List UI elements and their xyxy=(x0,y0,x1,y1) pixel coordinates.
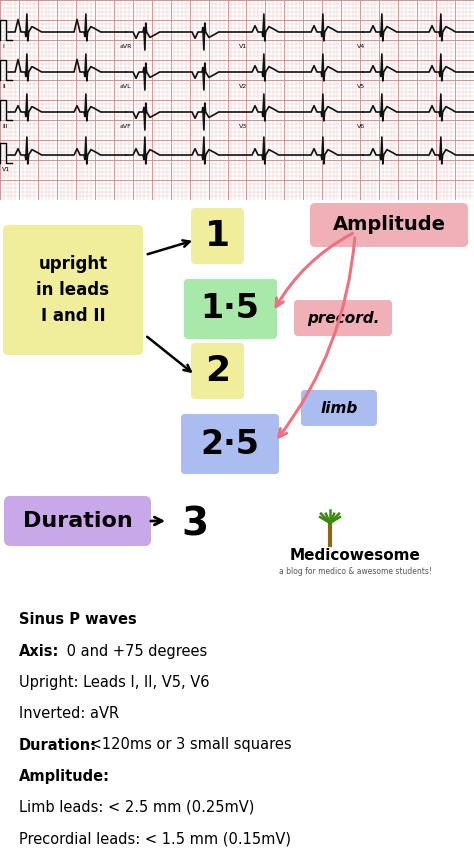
Text: Upright: Leads I, II, V5, V6: Upright: Leads I, II, V5, V6 xyxy=(19,675,210,690)
Text: Sinus P waves: Sinus P waves xyxy=(19,613,137,627)
Text: 3: 3 xyxy=(182,505,209,543)
Text: Duration:: Duration: xyxy=(19,738,97,752)
Text: limb: limb xyxy=(320,400,357,416)
Text: Inverted: aVR: Inverted: aVR xyxy=(19,706,119,722)
Text: I: I xyxy=(2,44,4,49)
Text: <120ms or 3 small squares: <120ms or 3 small squares xyxy=(85,738,292,752)
Text: Precordial leads: < 1.5 mm (0.15mV): Precordial leads: < 1.5 mm (0.15mV) xyxy=(19,831,291,847)
Text: 2·5: 2·5 xyxy=(201,428,259,461)
Text: 2: 2 xyxy=(205,354,230,388)
Text: upright
in leads
I and II: upright in leads I and II xyxy=(36,255,109,326)
FancyBboxPatch shape xyxy=(310,203,468,247)
Text: aVF: aVF xyxy=(120,124,132,129)
FancyBboxPatch shape xyxy=(294,300,392,336)
Text: a blog for medico & awesome students!: a blog for medico & awesome students! xyxy=(279,568,431,576)
Text: V6: V6 xyxy=(357,124,365,129)
Text: Amplitude: Amplitude xyxy=(332,216,446,235)
Text: 1·5: 1·5 xyxy=(201,292,259,326)
Text: 1: 1 xyxy=(205,219,230,253)
Text: V3: V3 xyxy=(239,124,247,129)
FancyBboxPatch shape xyxy=(3,225,143,355)
Text: Amplitude:: Amplitude: xyxy=(19,768,110,784)
Text: V4: V4 xyxy=(357,44,365,49)
Text: III: III xyxy=(2,124,8,129)
Text: Medicowesome: Medicowesome xyxy=(290,548,420,564)
FancyBboxPatch shape xyxy=(4,496,151,546)
Text: Limb leads: < 2.5 mm (0.25mV): Limb leads: < 2.5 mm (0.25mV) xyxy=(19,800,254,815)
FancyBboxPatch shape xyxy=(184,279,277,339)
Text: Axis:: Axis: xyxy=(19,643,59,659)
Text: Duration: Duration xyxy=(23,511,133,531)
FancyBboxPatch shape xyxy=(181,414,279,474)
Text: V1: V1 xyxy=(239,44,247,49)
FancyBboxPatch shape xyxy=(301,390,377,426)
FancyBboxPatch shape xyxy=(191,343,244,399)
Text: V1: V1 xyxy=(2,167,10,172)
Text: precord.: precord. xyxy=(307,310,379,326)
Text: V2: V2 xyxy=(239,84,247,89)
Text: aVL: aVL xyxy=(120,84,132,89)
Text: aVR: aVR xyxy=(120,44,132,49)
Text: V5: V5 xyxy=(357,84,365,89)
Text: II: II xyxy=(2,84,6,89)
FancyBboxPatch shape xyxy=(191,208,244,264)
Text: 0 and +75 degrees: 0 and +75 degrees xyxy=(63,643,208,659)
